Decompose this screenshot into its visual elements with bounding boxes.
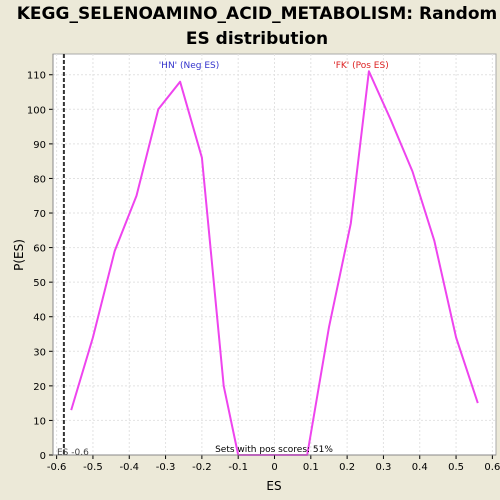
x-tick-label: 0.6: [484, 462, 500, 473]
y-tick-label: 60: [33, 244, 46, 255]
chart-title-line2: ES distribution: [186, 29, 328, 49]
observed-es-label: ES -0.6: [57, 448, 89, 458]
y-tick-label: 0: [40, 451, 46, 462]
x-tick-label: -0.4: [119, 462, 139, 473]
neg-es-label: 'HN' (Neg ES): [159, 61, 220, 71]
y-tick-label: 30: [33, 347, 46, 358]
pos-scores-label: Sets with pos scores: 51%: [215, 445, 333, 455]
x-tick-label: -0.5: [83, 462, 103, 473]
x-axis-label: ES: [266, 479, 281, 493]
y-tick-label: 90: [33, 140, 46, 151]
y-tick-label: 80: [33, 174, 46, 185]
grid: [53, 54, 496, 456]
y-tick-label: 10: [33, 416, 46, 427]
y-tick-label: 70: [33, 209, 46, 220]
pos-es-label: 'FK' (Pos ES): [333, 61, 388, 71]
x-tick-label: 0: [271, 462, 277, 473]
y-tick-label: 20: [33, 382, 46, 393]
x-tick-label: -0.2: [192, 462, 212, 473]
x-tick-label: 0.3: [375, 462, 391, 473]
chart-title-line1: KEGG_SELENOAMINO_ACID_METABOLISM: Random: [17, 4, 498, 24]
x-tick-label: 0.4: [412, 462, 428, 473]
x-tick-label: 0.2: [339, 462, 355, 473]
y-axis-label: P(ES): [12, 239, 26, 271]
axes: -0.6 -0.5 -0.4 -0.3 -0.2 -0.1 0 0.1 0.2 0.3 0.4 0.5…: [27, 54, 500, 473]
x-tick-label: -0.6: [47, 462, 67, 473]
x-tick-label: -0.3: [156, 462, 176, 473]
x-tick-label: -0.1: [228, 462, 248, 473]
x-tick-label: 0.5: [448, 462, 464, 473]
y-tick-label: 100: [27, 105, 46, 116]
y-tick-label: 40: [33, 313, 46, 324]
y-tick-label: 110: [27, 71, 46, 82]
y-tick-label: 50: [33, 278, 46, 289]
x-tick-label: 0.1: [303, 462, 319, 473]
